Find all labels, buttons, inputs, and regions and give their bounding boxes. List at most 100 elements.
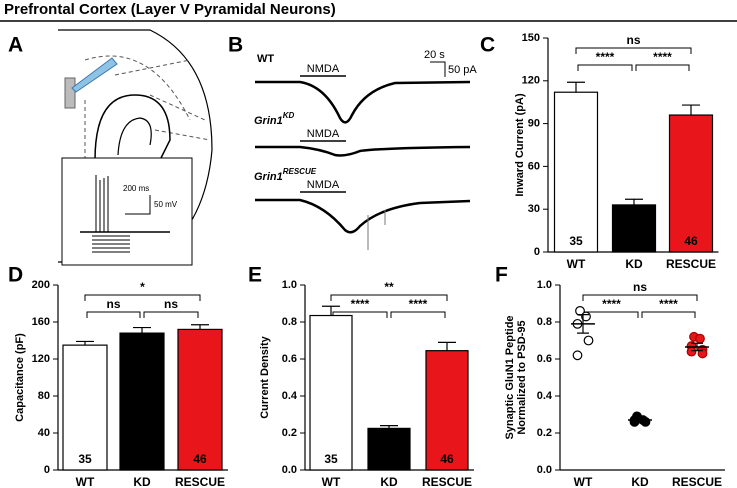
significance-bracket — [84, 294, 201, 301]
y-tick-label: 120 — [522, 75, 540, 87]
significance-bracket — [330, 294, 448, 301]
significance-bracket — [635, 64, 690, 71]
corpus-callosum — [94, 94, 171, 161]
panel-letter: C — [480, 34, 495, 57]
y-tick-label: 0.0 — [282, 464, 297, 476]
y-tick-label: 30 — [528, 203, 540, 215]
ventricle — [117, 117, 152, 156]
y-axis-label: Inward Current (pA) — [514, 93, 526, 197]
n-label: 35 — [569, 234, 583, 248]
error-bar — [322, 305, 340, 316]
bar — [367, 427, 411, 471]
significance-bracket — [390, 311, 446, 318]
x-tick-label: WT — [322, 475, 341, 488]
bar — [119, 332, 165, 471]
error-bar — [682, 104, 700, 116]
gene: Grin1 — [254, 171, 283, 183]
y-tick-label: 60 — [528, 160, 540, 172]
step-traces — [92, 235, 130, 253]
y-tick-label: 0.8 — [537, 316, 552, 328]
figure-title: Prefrontal Cortex (Layer V Pyramidal Neu… — [4, 1, 336, 18]
recording-site — [64, 77, 76, 109]
error-bar — [625, 198, 643, 205]
y-tick-label: 120 — [32, 353, 50, 365]
y-tick-label: 0 — [44, 464, 50, 476]
x-tick-label: RESCUE — [672, 475, 722, 488]
significance-label: ns — [106, 297, 120, 311]
scale-time: 20 s — [424, 49, 445, 61]
panel-letter: B — [228, 34, 243, 57]
scale-time: 200 ms — [123, 184, 149, 193]
scale-bar — [430, 61, 446, 77]
significance-bracket — [584, 311, 639, 318]
y-tick-label: 0.4 — [537, 390, 553, 402]
y-tick-label: 0.6 — [282, 353, 297, 365]
y-tick-label: 0.2 — [537, 427, 552, 439]
x-tick-label: KD — [625, 257, 643, 271]
data-point — [697, 348, 708, 359]
significance-label: **** — [409, 297, 428, 311]
data-point — [572, 350, 583, 361]
x-tick-label: RESCUE — [422, 475, 472, 488]
spike-traces — [95, 175, 109, 232]
x-tick-label: KD — [631, 475, 649, 488]
data-point — [629, 417, 640, 427]
data-point — [640, 417, 651, 427]
significance-label: * — [140, 280, 145, 294]
superscript: KD — [283, 111, 295, 120]
bar — [611, 204, 657, 253]
n-label: 17 — [627, 234, 641, 248]
bar — [177, 328, 223, 471]
x-tick-label: WT — [76, 475, 95, 488]
y-axis-label: Capacitance (pF) — [14, 333, 26, 422]
x-tick-label: RESCUE — [666, 257, 716, 271]
significance-bracket — [86, 311, 141, 318]
pipette — [71, 57, 118, 93]
x-tick-label: RESCUE — [175, 475, 225, 488]
error-bar — [191, 324, 209, 330]
significance-label: ns — [626, 33, 640, 47]
significance-bracket — [641, 311, 696, 318]
y-tick-label: 160 — [32, 316, 50, 328]
stimulus-label: NMDA — [307, 179, 340, 191]
x-tick-label: WT — [574, 475, 593, 488]
significance-label: **** — [653, 50, 672, 64]
trace-label: Grin1KD — [254, 111, 295, 127]
panel-b: B 20 s 50 pA WT NMDA Grin1KD NMDA Grin1R… — [228, 34, 477, 250]
data-point — [583, 335, 594, 346]
significance-label: **** — [596, 50, 615, 64]
panel-letter: F — [495, 264, 508, 287]
significance-label: **** — [351, 297, 370, 311]
inset-box — [61, 157, 193, 266]
scale-bar — [125, 195, 151, 215]
trace — [255, 198, 471, 234]
panel-letter: D — [8, 264, 23, 287]
panel-a: A 200 ms 50 mV — [8, 29, 213, 266]
scale-voltage: 50 mV — [154, 200, 178, 209]
n-label: 35 — [324, 452, 338, 466]
error-bar — [380, 425, 398, 429]
significance-bracket — [143, 311, 199, 318]
y-axis-label: Current Density — [259, 335, 271, 418]
bar — [425, 350, 469, 471]
sem-bar — [691, 342, 703, 352]
y-tick-label: 0.6 — [537, 353, 552, 365]
bar — [553, 91, 599, 253]
significance-label: **** — [659, 297, 678, 311]
sem-bar — [634, 416, 646, 424]
panel-letter: A — [8, 34, 23, 57]
bar — [309, 314, 353, 471]
trace-label: WT — [257, 53, 274, 65]
y-tick-label: 0 — [534, 246, 540, 258]
trace — [255, 145, 471, 157]
y-tick-label: 150 — [522, 32, 540, 44]
error-bar — [567, 81, 585, 93]
significance-bracket — [577, 64, 633, 71]
trace — [255, 80, 471, 124]
y-axis-label: Normalized to PSD-95 — [516, 320, 528, 434]
panel-letter: E — [248, 264, 262, 287]
n-label: 17 — [382, 452, 396, 466]
trace-label: Grin1RESCUE — [254, 167, 317, 183]
n-label: 17 — [135, 452, 149, 466]
